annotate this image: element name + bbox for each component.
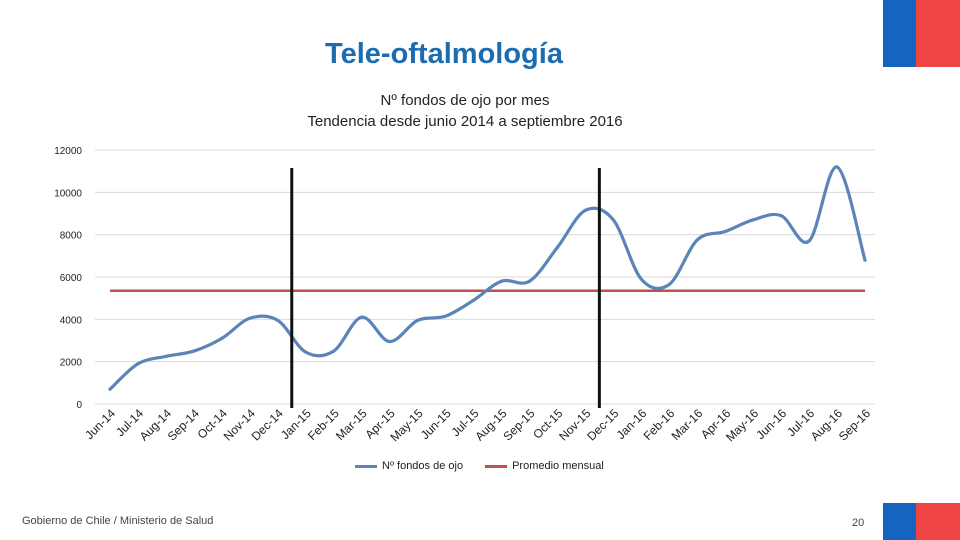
page-number: 20 xyxy=(852,517,865,529)
flag-red-bottom xyxy=(916,503,960,540)
data-point-Aug-14 xyxy=(164,354,168,358)
data-point-Mar-15 xyxy=(360,315,364,319)
data-point-Jun-14 xyxy=(108,387,112,391)
series-line-fondos xyxy=(108,165,867,391)
data-point-Apr-16 xyxy=(723,229,727,234)
data-point-Dec-15 xyxy=(611,218,615,222)
data-point-Aug-15 xyxy=(499,279,504,283)
data-point-Jan-16 xyxy=(639,277,643,281)
x-tick-label-Jun-15: Jun-15 xyxy=(418,406,454,442)
data-point-Nov-14 xyxy=(248,316,252,320)
x-tick-label-Mar-15: Mar-15 xyxy=(333,406,370,443)
chart-title: Nº fondos de ojo por mes xyxy=(380,92,550,109)
x-tick-label-Sep-15: Sep-15 xyxy=(500,406,537,443)
y-tick-label-2000: 2000 xyxy=(60,358,83,369)
legend-item-average: Promedio mensual xyxy=(485,460,604,472)
flag-blue-bottom xyxy=(883,503,916,540)
data-point-Jul-15 xyxy=(471,298,476,302)
x-tick-label-Sep-14: Sep-14 xyxy=(165,406,202,443)
y-tick-label-10000: 10000 xyxy=(54,188,82,199)
legend-label-average: Promedio mensual xyxy=(512,460,604,472)
data-point-Jun-15 xyxy=(443,314,448,318)
y-tick-label-12000: 12000 xyxy=(54,146,82,157)
flag-red-top xyxy=(916,0,960,67)
y-tick-label-4000: 4000 xyxy=(60,315,83,326)
chart-legend: Nº fondos de ojo Promedio mensual xyxy=(355,460,626,472)
legend-swatch-average xyxy=(485,464,508,468)
x-tick-label-Sep-16: Sep-16 xyxy=(836,406,873,443)
data-point-Jul-16 xyxy=(807,239,811,243)
legend-label-series: Nº fondos de ojo xyxy=(382,460,464,472)
y-tick-label-8000: 8000 xyxy=(60,231,83,242)
footer-org: Gobierno de Chile / Ministerio de Salud xyxy=(22,515,214,527)
flag-blue-top xyxy=(883,0,916,67)
y-tick-label-0: 0 xyxy=(76,400,82,411)
x-tick-label-Dec-15: Dec-15 xyxy=(584,406,621,443)
data-point-Sep-14 xyxy=(192,349,196,353)
data-point-Dec-14 xyxy=(276,318,280,322)
legend-swatch-series xyxy=(355,464,377,468)
data-point-Jun-16 xyxy=(779,214,783,218)
x-tick-label-Dec-14: Dec-14 xyxy=(249,406,286,443)
x-tick-label-Jun-14: Jun-14 xyxy=(82,406,118,442)
chart-subtitle: Tendencia desde junio 2014 a septiembre … xyxy=(307,113,623,130)
data-point-Sep-15 xyxy=(527,279,532,283)
data-point-Oct-15 xyxy=(555,245,560,249)
data-point-May-16 xyxy=(751,218,755,222)
slide-title: Tele-oftalmología xyxy=(325,38,563,70)
data-point-Apr-15 xyxy=(388,339,392,344)
data-point-Mar-16 xyxy=(695,238,699,242)
x-tick-label-Mar-16: Mar-16 xyxy=(669,406,706,443)
data-point-Sep-16 xyxy=(863,258,867,262)
data-point-May-15 xyxy=(415,318,420,322)
data-point-Aug-16 xyxy=(835,165,839,169)
data-point-Feb-15 xyxy=(332,349,336,353)
legend-item-series: Nº fondos de ojo xyxy=(355,460,463,472)
x-tick-label-Jun-16: Jun-16 xyxy=(753,406,789,442)
data-point-Jan-15 xyxy=(304,350,308,354)
data-point-Jul-14 xyxy=(136,362,140,366)
data-point-Oct-14 xyxy=(220,336,224,340)
data-point-Nov-15 xyxy=(583,208,587,212)
y-tick-label-6000: 6000 xyxy=(60,273,83,284)
data-point-Feb-16 xyxy=(667,282,671,287)
